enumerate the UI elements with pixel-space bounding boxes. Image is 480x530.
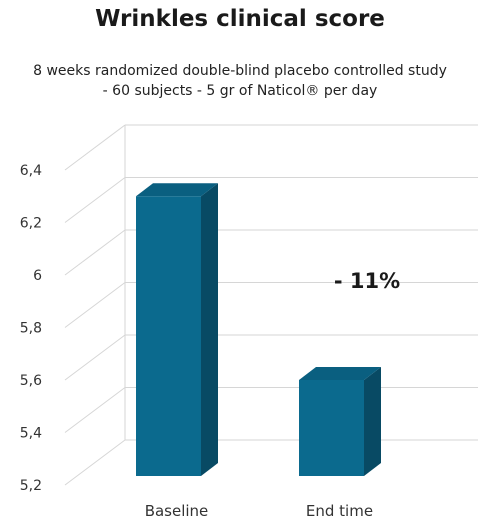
y-tick-label: 5,8 [20, 321, 42, 337]
x-axis-labels: Baseline End time [145, 502, 373, 520]
reduction-annotation: - 11% [334, 269, 400, 293]
grid-line-diagonal [64, 439, 126, 486]
y-axis-ticks: 5,2 5,4 5,6 5,8 6 6,2 6,4 [20, 163, 42, 494]
y-tick-label: 6 [33, 268, 42, 284]
grid-lines [64, 124, 478, 486]
bar-side [364, 367, 381, 476]
bar-top [136, 183, 218, 197]
x-tick-label: Baseline [145, 502, 209, 520]
bar-front [136, 196, 201, 476]
y-tick-label: 5,6 [20, 373, 42, 389]
grid-line-diagonal [64, 334, 126, 381]
chart-title: Wrinkles clinical score [95, 6, 385, 32]
bar-side [201, 183, 218, 476]
bars [136, 183, 381, 476]
grid-line-diagonal [64, 177, 126, 223]
bar-top [299, 367, 381, 380]
grid-line-diagonal [64, 387, 126, 433]
y-tick-label: 5,4 [20, 426, 42, 442]
y-tick-label: 6,2 [20, 216, 42, 232]
bar-end-time [299, 367, 381, 476]
bar-baseline [136, 183, 218, 476]
y-tick-label: 5,2 [20, 478, 42, 494]
grid-line-diagonal [64, 229, 126, 276]
y-tick-label: 6,4 [20, 163, 42, 179]
grid-line-diagonal [64, 282, 126, 328]
bar-front [299, 380, 364, 476]
grid-line-diagonal [64, 124, 126, 171]
chart-subtitle-line-2: - 60 subjects - 5 gr of Naticol® per day [102, 83, 378, 99]
x-tick-label: End time [306, 502, 373, 520]
chart-subtitle-line-1: 8 weeks randomized double-blind placebo … [33, 63, 447, 79]
